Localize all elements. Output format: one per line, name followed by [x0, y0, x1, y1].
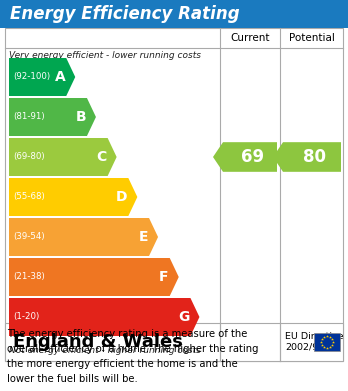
Text: D: D	[116, 190, 127, 204]
Text: lower the fuel bills will be.: lower the fuel bills will be.	[7, 374, 138, 384]
Text: (81-91): (81-91)	[13, 113, 45, 122]
Polygon shape	[9, 138, 117, 176]
Text: A: A	[55, 70, 65, 84]
Text: (21-38): (21-38)	[13, 273, 45, 282]
Polygon shape	[9, 58, 75, 96]
Polygon shape	[213, 142, 277, 172]
Polygon shape	[9, 178, 137, 216]
Text: B: B	[75, 110, 86, 124]
Text: E: E	[139, 230, 148, 244]
Bar	[5, 28, 343, 361]
Text: England & Wales: England & Wales	[13, 333, 183, 351]
Text: (1-20): (1-20)	[13, 312, 39, 321]
Text: Not energy efficient - higher running costs: Not energy efficient - higher running co…	[9, 346, 201, 355]
Text: F: F	[159, 270, 169, 284]
Text: the more energy efficient the home is and the: the more energy efficient the home is an…	[7, 359, 238, 369]
Text: C: C	[96, 150, 106, 164]
Polygon shape	[9, 98, 96, 136]
Text: Current: Current	[230, 33, 270, 43]
Text: 2002/91/EC: 2002/91/EC	[285, 343, 340, 352]
Text: (39-54): (39-54)	[13, 233, 45, 242]
Text: Very energy efficient - lower running costs: Very energy efficient - lower running co…	[9, 51, 201, 60]
Text: (69-80): (69-80)	[13, 152, 45, 161]
Bar	[314, 333, 340, 351]
Polygon shape	[9, 258, 179, 296]
Text: (55-68): (55-68)	[13, 192, 45, 201]
Text: G: G	[178, 310, 189, 324]
Text: Energy Efficiency Rating: Energy Efficiency Rating	[10, 5, 240, 23]
Text: overall efficiency of a home. The higher the rating: overall efficiency of a home. The higher…	[7, 344, 259, 354]
Polygon shape	[9, 218, 158, 256]
Polygon shape	[273, 142, 341, 172]
Text: The energy efficiency rating is a measure of the: The energy efficiency rating is a measur…	[7, 328, 247, 339]
Text: EU Directive: EU Directive	[285, 332, 343, 341]
Text: (92-100): (92-100)	[13, 72, 50, 81]
Text: 80: 80	[303, 148, 326, 166]
Bar	[5, 323, 343, 361]
Polygon shape	[9, 298, 199, 336]
Bar	[0, 0, 348, 28]
Text: Potential: Potential	[288, 33, 334, 43]
Text: 69: 69	[242, 148, 264, 166]
